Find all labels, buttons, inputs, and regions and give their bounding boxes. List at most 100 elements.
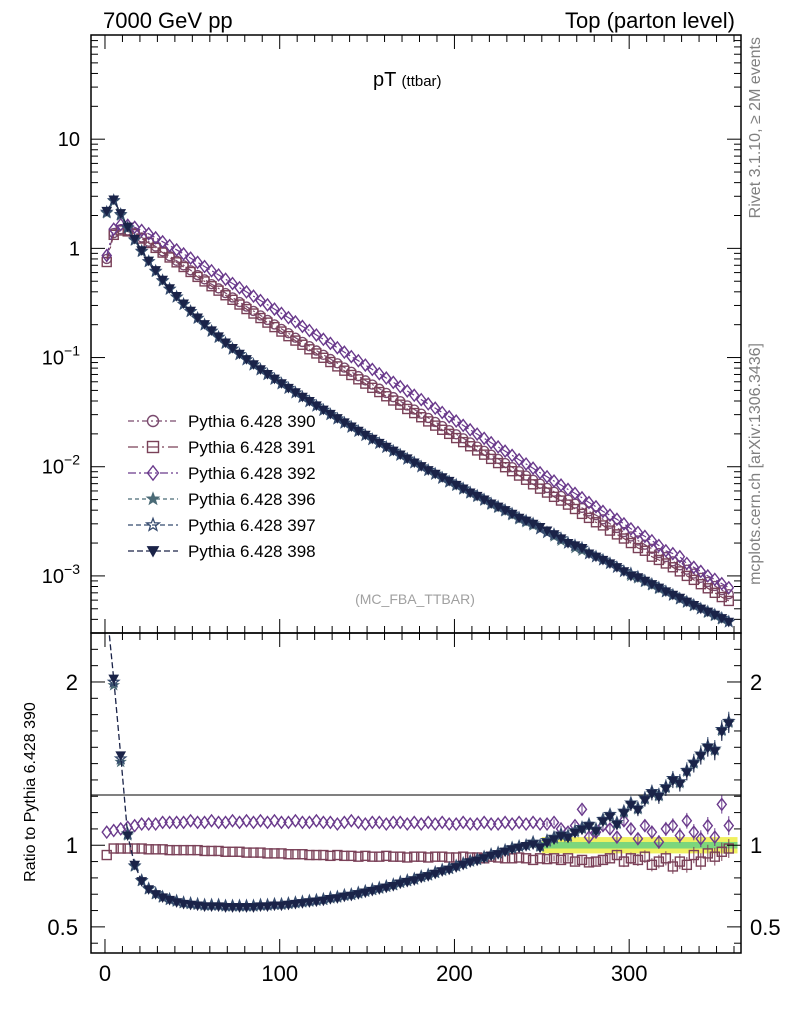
legend-label-s391: Pythia 6.428 391 — [188, 438, 316, 457]
ratio-point-s391 — [416, 851, 427, 862]
main-point-s392 — [443, 409, 455, 424]
mcplots-credit-label: mcplots.cern.ch [arXiv:1306.3436] — [747, 343, 764, 585]
main-line-s391 — [106, 229, 730, 602]
main-point-s392 — [604, 508, 616, 523]
ratio-panel: 2 2 1 1 0.5 0.5 Ratio to Pythia 6.428 390 — [22, 632, 781, 954]
main-point-s398 — [150, 266, 162, 276]
main-series-group — [99, 193, 736, 628]
main-point-s392 — [401, 383, 413, 398]
main-point-s398 — [185, 306, 196, 317]
main-y-tick-base: 10 — [58, 129, 80, 151]
ratio-point-s391 — [590, 856, 602, 867]
ratio-point-s392 — [185, 813, 196, 828]
main-point-s392 — [345, 349, 357, 364]
ratio-point-s391 — [101, 849, 112, 861]
main-point-s392 — [618, 516, 630, 531]
ratio-point-s391 — [290, 849, 301, 860]
main-point-s392 — [611, 512, 623, 527]
ratio-point-s391 — [548, 853, 560, 864]
main-point-s391 — [723, 595, 734, 607]
main-point-s391 — [660, 558, 672, 569]
ratio-point-s398 — [339, 892, 350, 903]
main-y-tick-exponent: −1 — [64, 343, 80, 359]
main-title-subtext: (ttbar) — [402, 73, 442, 90]
ratio-point-s398 — [234, 903, 245, 913]
ratio-point-s391 — [688, 849, 700, 861]
x-tick-label: 100 — [261, 961, 298, 986]
ratio-y-tick-label: 2 — [66, 670, 78, 695]
main-point-s392 — [590, 499, 602, 514]
ratio-point-s398 — [422, 872, 434, 882]
main-point-s398 — [527, 519, 539, 530]
ratio-point-s391 — [520, 853, 532, 864]
ratio-point-s398 — [604, 812, 616, 823]
ratio-point-s391 — [430, 851, 441, 862]
main-point-s391 — [101, 256, 112, 268]
ratio-point-s398 — [625, 801, 637, 811]
ratio-point-s392 — [695, 831, 707, 846]
main-point-s392 — [674, 549, 686, 564]
ratio-point-s391 — [346, 850, 357, 862]
ratio-point-s398 — [380, 883, 392, 894]
ratio-point-s398 — [492, 850, 504, 860]
ratio-point-s392 — [324, 815, 336, 830]
main-point-s392 — [248, 289, 259, 304]
main-point-s398 — [171, 292, 182, 302]
ratio-point-s392 — [618, 813, 630, 828]
ratio-point-s391 — [437, 851, 448, 862]
main-y-tick-base: 10 — [42, 566, 64, 588]
ratio-point-s391 — [569, 856, 581, 867]
ratio-point-s391 — [374, 851, 385, 862]
ratio-point-s398 — [199, 902, 210, 912]
ratio-point-s398 — [583, 822, 595, 832]
main-point-s392 — [450, 414, 462, 429]
ratio-point-s398 — [478, 854, 490, 864]
main-point-s392 — [562, 482, 574, 497]
ratio-point-s392 — [639, 818, 651, 833]
ratio-point-s398 — [548, 835, 560, 846]
main-point-s392 — [625, 521, 637, 536]
ratio-point-s398 — [241, 903, 252, 913]
ratio-point-s398 — [464, 858, 476, 868]
main-point-s392 — [569, 486, 581, 501]
main-point-s398 — [227, 344, 238, 354]
ratio-point-s392 — [604, 821, 616, 836]
main-y-tick-base: 10 — [42, 457, 64, 479]
legend-label-s390: Pythia 6.428 390 — [188, 412, 316, 431]
main-point-s392 — [667, 546, 679, 561]
ratio-point-s398 — [429, 869, 441, 880]
ratio-point-s391 — [360, 850, 371, 862]
ratio-point-s392 — [297, 815, 308, 830]
main-point-s398 — [108, 195, 120, 206]
ratio-point-s391 — [681, 859, 693, 871]
main-point-s392 — [324, 336, 336, 351]
ratio-point-s391 — [262, 848, 273, 859]
ratio-point-s391 — [241, 847, 252, 858]
legend-marker-s396 — [145, 491, 161, 506]
ratio-point-s391 — [269, 848, 280, 859]
main-y-tick-base: 10 — [42, 348, 64, 370]
ratio-point-s398 — [723, 719, 735, 730]
ratio-point-s391 — [534, 853, 546, 864]
ratio-point-s391 — [723, 843, 734, 854]
ratio-point-s391 — [283, 849, 294, 860]
ratio-point-s392 — [478, 815, 490, 830]
legend-item-s397: Pythia 6.428 397 — [128, 516, 316, 535]
ratio-point-s398 — [485, 851, 497, 862]
legend-item-s398: Pythia 6.428 398 — [128, 542, 316, 561]
header-left-label: 7000 GeV pp — [103, 8, 233, 33]
ratio-point-s391 — [234, 846, 245, 857]
main-point-s392 — [387, 375, 399, 390]
main-point-s392 — [702, 568, 714, 583]
main-point-s398 — [192, 313, 203, 324]
main-title: pT (ttbar) — [373, 69, 442, 91]
legend-item-s390: Pythia 6.428 390 — [128, 412, 316, 431]
main-point-s392 — [485, 435, 497, 450]
main-series-s391 — [101, 225, 734, 607]
main-point-s398 — [520, 516, 532, 527]
ratio-point-s391 — [199, 845, 210, 857]
main-point-s398 — [157, 275, 168, 286]
ratio-point-s392 — [241, 813, 252, 828]
ratio-point-s398 — [255, 902, 266, 912]
